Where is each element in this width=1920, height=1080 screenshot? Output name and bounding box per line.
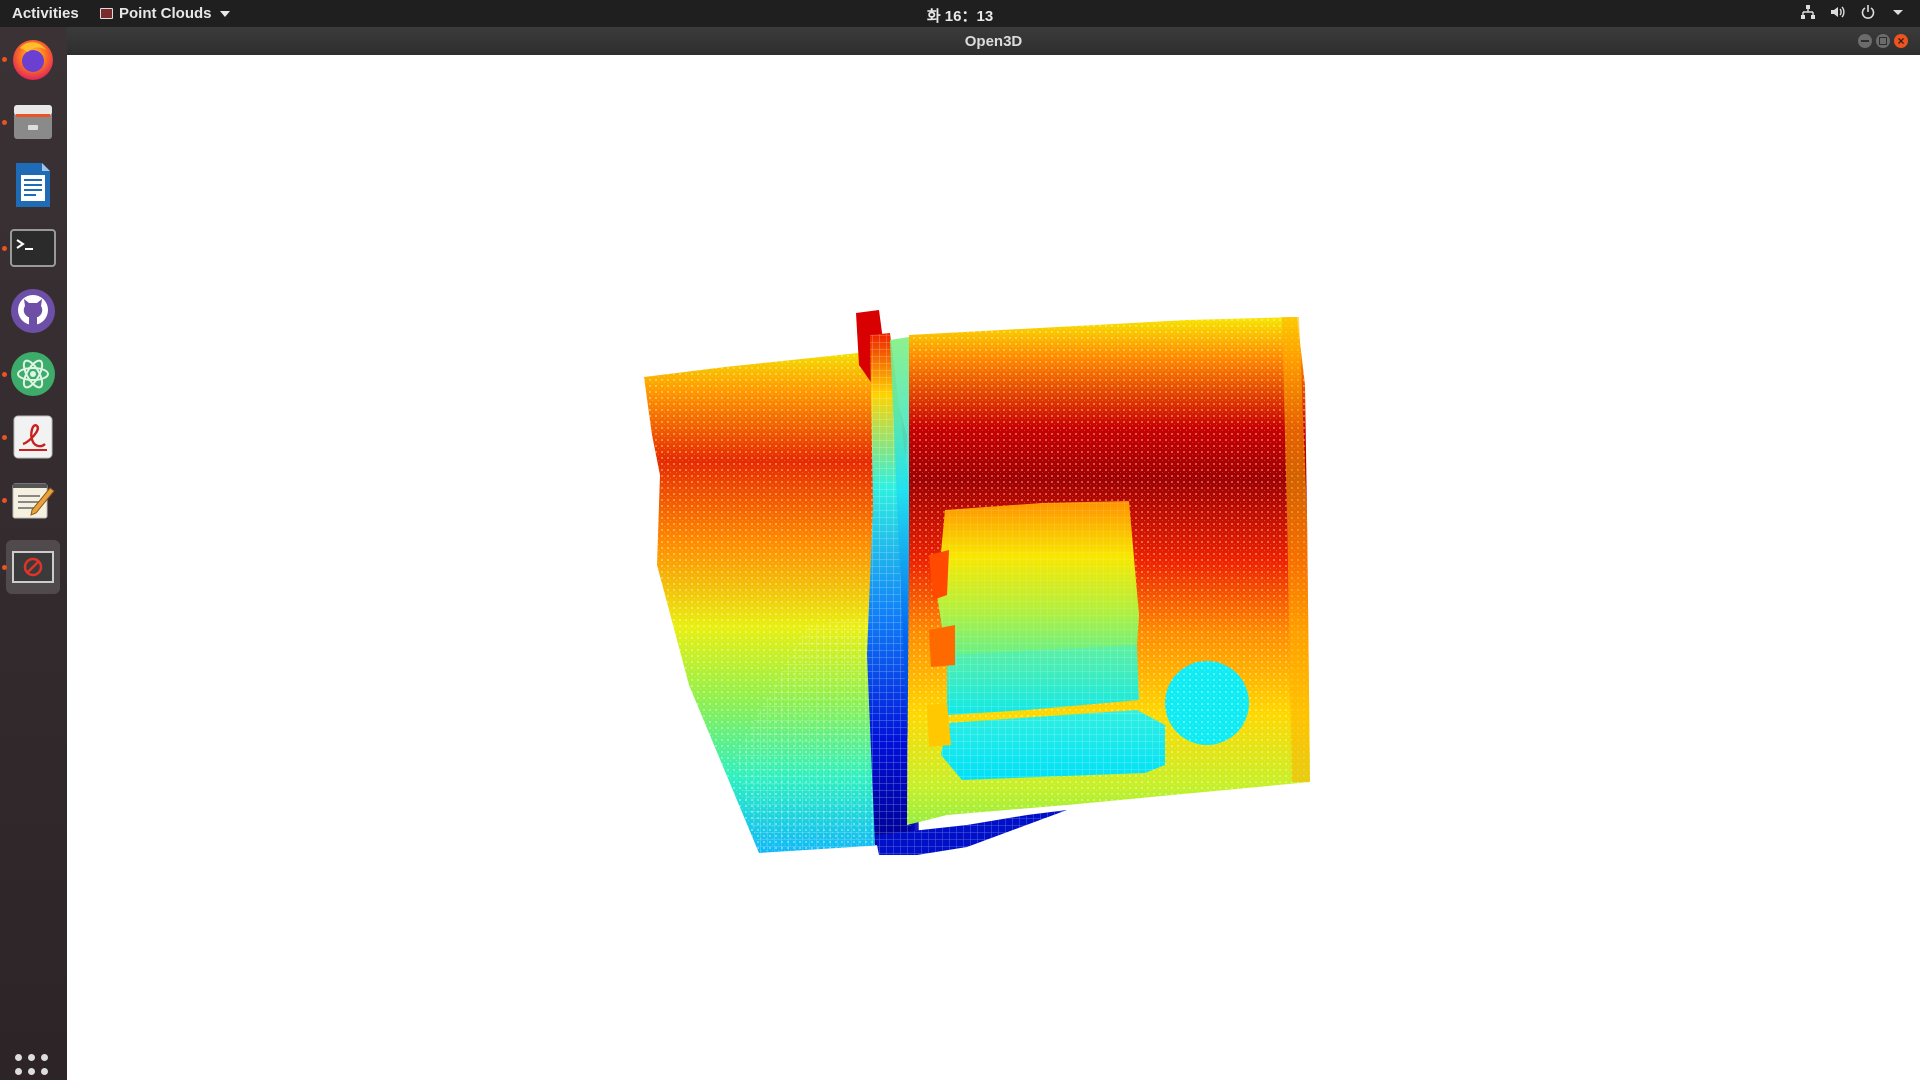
running-indicator — [2, 57, 7, 62]
dock — [0, 27, 67, 1080]
dock-item-files[interactable] — [2, 95, 60, 149]
text-editor-icon — [12, 483, 55, 519]
running-indicator — [2, 120, 7, 125]
volume-icon[interactable] — [1830, 4, 1846, 20]
minimize-button[interactable] — [1858, 34, 1872, 48]
dock-item-firefox[interactable] — [2, 32, 60, 86]
firefox-icon — [13, 40, 53, 80]
render-canvas[interactable] — [67, 55, 1920, 1080]
dock-item-terminal[interactable] — [2, 221, 60, 275]
window-titlebar[interactable]: Open3D — [67, 27, 1920, 55]
writer-icon — [16, 163, 50, 207]
power-icon[interactable] — [1860, 4, 1876, 20]
running-indicator — [2, 498, 7, 503]
app-menu-label: Point Clouds — [119, 5, 212, 22]
files-icon — [14, 105, 52, 139]
maximize-button[interactable] — [1876, 34, 1890, 48]
dock-item-github-desktop[interactable] — [6, 284, 60, 338]
window-title: Open3D — [964, 33, 1023, 50]
app-menu[interactable]: Point Clouds — [100, 5, 230, 22]
system-tray[interactable] — [1800, 4, 1906, 20]
dock-item-text-editor[interactable] — [2, 473, 60, 527]
caret-down-icon[interactable] — [1890, 4, 1906, 20]
activities-button[interactable]: Activities — [12, 5, 79, 22]
dock-item-open3d[interactable] — [2, 540, 60, 594]
open3d-window-icon — [12, 551, 54, 583]
close-button[interactable] — [1894, 34, 1908, 48]
atom-icon — [11, 352, 55, 396]
show-applications-button[interactable] — [15, 1054, 51, 1080]
app-window-icon — [100, 8, 113, 19]
point-cloud — [644, 310, 1310, 855]
clock[interactable]: 화 16：13 — [926, 8, 994, 25]
document-viewer-icon — [13, 415, 53, 459]
dock-item-document-viewer[interactable] — [2, 410, 60, 464]
top-bar: Activities Point Clouds 화 16：13 — [0, 0, 1920, 27]
running-indicator — [2, 565, 7, 570]
running-indicator — [2, 372, 7, 377]
caret-down-icon — [219, 10, 230, 17]
network-icon[interactable] — [1800, 4, 1816, 20]
running-indicator — [2, 246, 7, 251]
terminal-icon — [10, 229, 56, 267]
dock-item-atom[interactable] — [2, 347, 60, 401]
github-icon — [11, 289, 55, 333]
dock-item-libreoffice-writer[interactable] — [6, 158, 60, 212]
running-indicator — [2, 435, 7, 440]
